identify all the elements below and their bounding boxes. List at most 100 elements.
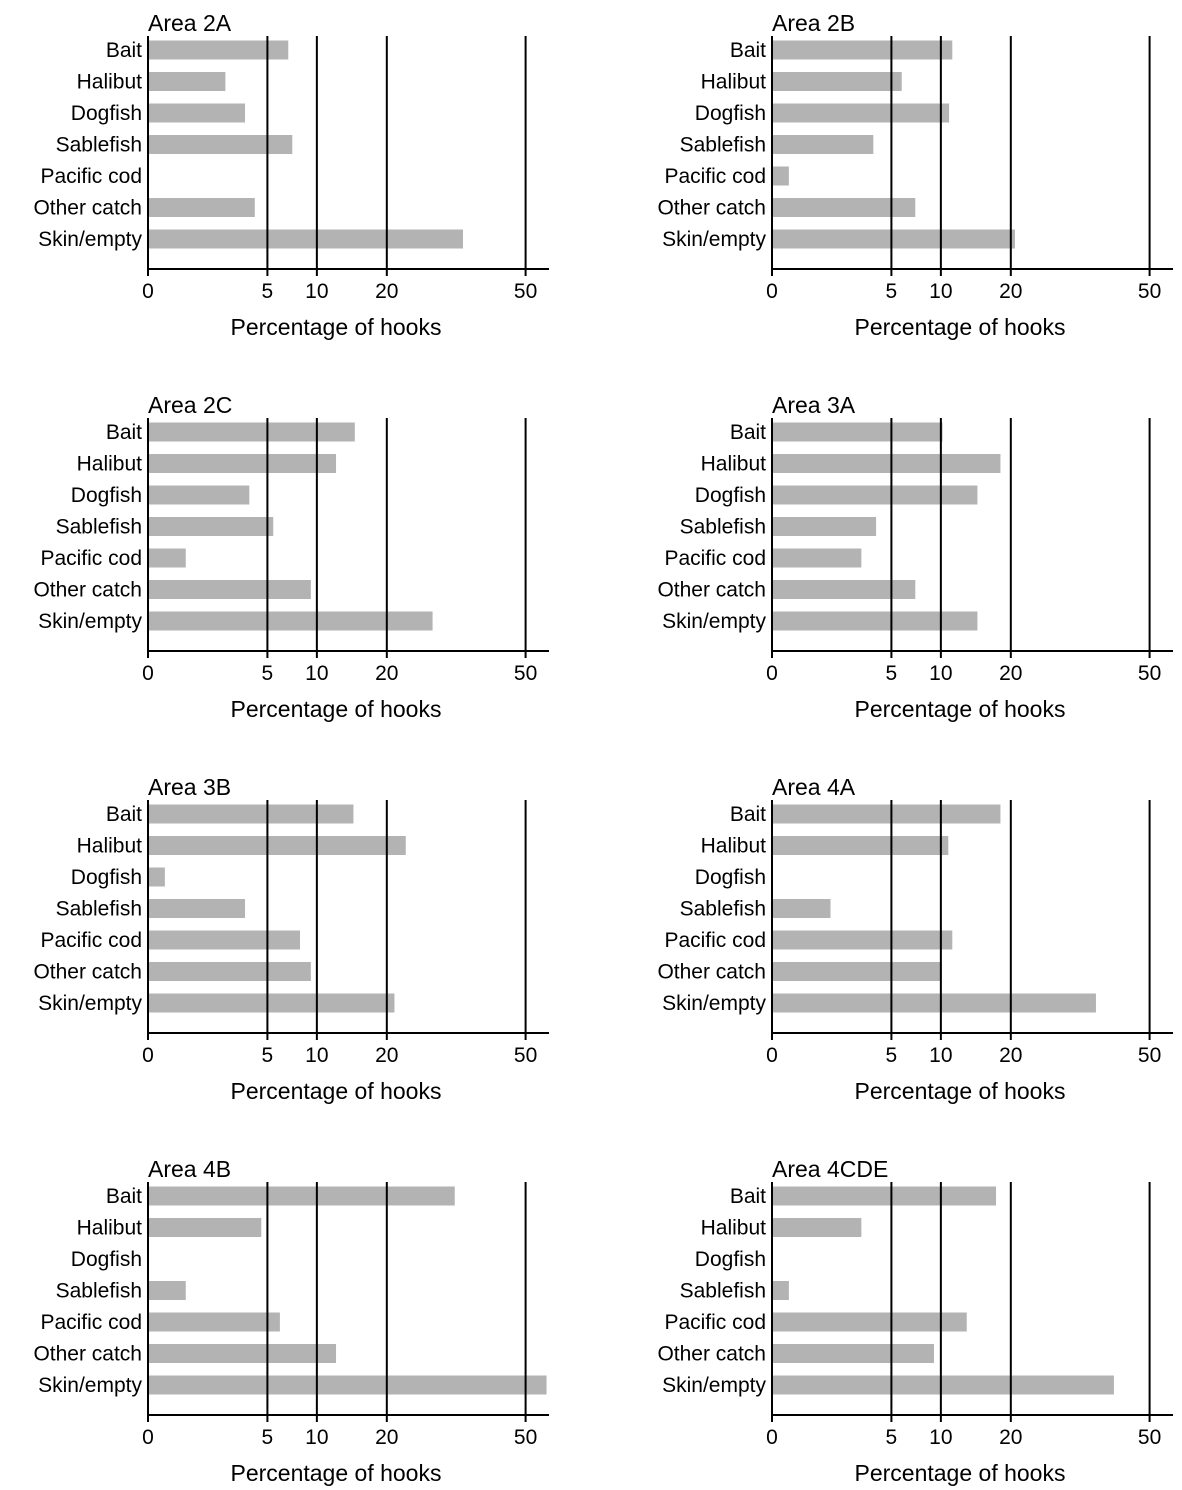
category-label: Pacific cod: [664, 547, 766, 570]
bar-other-catch: [772, 1344, 934, 1363]
x-tick-label: 50: [514, 1426, 537, 1449]
x-tick-label: 50: [1138, 662, 1161, 685]
panel-title: Area 2B: [772, 10, 855, 36]
bar-bait: [772, 804, 1001, 824]
x-tick-label: 10: [929, 1044, 952, 1067]
category-label: Dogfish: [695, 102, 766, 125]
bar-bait: [148, 422, 355, 442]
category-label: Bait: [730, 1185, 766, 1208]
bar-dogfish: [148, 103, 246, 123]
panel-title: Area 4A: [772, 774, 856, 800]
category-label: Sablefish: [56, 516, 142, 539]
category-label: Sablefish: [680, 134, 766, 157]
category-label: Pacific cod: [664, 929, 766, 952]
panel-area-2c: Area 2C Bait Halibut Dogfish Sablefish Pacifi…: [33, 392, 549, 722]
panel-area-2b: Area 2B Bait Halibut Dogfish Sablefish Pacifi…: [657, 10, 1173, 340]
panel-title: Area 4CDE: [772, 1156, 888, 1182]
bar-dogfish: [148, 485, 250, 505]
category-label: Halibut: [701, 453, 767, 476]
bar-other-catch: [772, 580, 916, 599]
category-label: Bait: [730, 39, 766, 62]
x-tick-label: 5: [262, 280, 274, 303]
bar-skin-empty: [772, 611, 978, 631]
x-tick-label: 20: [375, 1426, 398, 1449]
bar-sablefish: [772, 1281, 789, 1300]
category-label: Dogfish: [71, 866, 142, 889]
x-tick-label: 5: [886, 662, 898, 685]
x-axis-label: Percentage of hooks: [231, 314, 442, 340]
bar-halibut: [772, 72, 902, 91]
bar-skin-empty: [148, 1375, 547, 1395]
panel-title: Area 3A: [772, 392, 856, 418]
bar-other-catch: [148, 198, 255, 217]
category-label: Other catch: [33, 1343, 142, 1366]
category-label: Sablefish: [56, 898, 142, 921]
category-label: Halibut: [77, 835, 143, 858]
category-label: Dogfish: [71, 484, 142, 507]
x-axis-label: Percentage of hooks: [855, 1460, 1066, 1486]
category-label: Halibut: [701, 835, 767, 858]
x-tick-label: 0: [766, 662, 778, 685]
x-tick-label: 0: [142, 1426, 154, 1449]
panel-area-4b: Area 4B Bait Halibut Dogfish Sablefish Pacifi…: [33, 1156, 549, 1486]
bar-sablefish: [772, 899, 831, 918]
category-label: Skin/empty: [38, 610, 142, 633]
category-label: Pacific cod: [664, 1311, 766, 1334]
bar-pacific-cod: [772, 166, 789, 186]
x-tick-label: 5: [886, 1426, 898, 1449]
x-tick-label: 5: [262, 662, 274, 685]
bar-sablefish: [148, 517, 274, 536]
bar-skin-empty: [772, 1375, 1114, 1395]
x-tick-label: 50: [514, 280, 537, 303]
panel-title: Area 2C: [148, 392, 232, 418]
category-label: Pacific cod: [40, 1311, 142, 1334]
category-label: Halibut: [77, 453, 143, 476]
category-label: Other catch: [33, 961, 142, 984]
panel-title: Area 2A: [148, 10, 232, 36]
category-label: Other catch: [33, 579, 142, 602]
category-label: Skin/empty: [662, 992, 766, 1015]
x-tick-label: 10: [305, 1044, 328, 1067]
x-tick-label: 20: [999, 662, 1022, 685]
category-label: Skin/empty: [38, 992, 142, 1015]
x-axis-label: Percentage of hooks: [855, 314, 1066, 340]
category-label: Halibut: [77, 71, 143, 94]
category-label: Halibut: [701, 71, 767, 94]
x-tick-label: 0: [142, 662, 154, 685]
category-label: Dogfish: [695, 1248, 766, 1271]
bar-other-catch: [148, 1344, 337, 1363]
x-tick-label: 20: [999, 1426, 1022, 1449]
bar-skin-empty: [148, 993, 395, 1013]
category-label: Bait: [730, 803, 766, 826]
bar-bait: [148, 804, 354, 824]
x-tick-label: 0: [142, 280, 154, 303]
x-tick-label: 20: [375, 1044, 398, 1067]
category-label: Bait: [106, 803, 142, 826]
panel-area-2a: Area 2A Bait Halibut Dogfish Sablefish Pacifi…: [33, 10, 549, 340]
bar-pacific-cod: [148, 930, 300, 950]
bar-other-catch: [148, 962, 311, 981]
x-tick-label: 0: [766, 1426, 778, 1449]
category-label: Halibut: [701, 1217, 767, 1240]
bar-other-catch: [772, 198, 916, 217]
bar-sablefish: [772, 517, 877, 536]
x-tick-label: 50: [1138, 1044, 1161, 1067]
category-label: Pacific cod: [40, 547, 142, 570]
x-tick-label: 20: [375, 662, 398, 685]
category-label: Sablefish: [680, 516, 766, 539]
x-tick-label: 50: [1138, 1426, 1161, 1449]
x-axis-label: Percentage of hooks: [855, 696, 1066, 722]
bar-halibut: [148, 1218, 262, 1237]
bar-skin-empty: [772, 229, 1015, 249]
category-label: Other catch: [657, 197, 766, 220]
category-label: Dogfish: [695, 866, 766, 889]
panel-area-3b: Area 3B Bait Halibut Dogfish Sablefish Pacifi…: [33, 774, 549, 1104]
category-label: Pacific cod: [40, 929, 142, 952]
bar-bait: [772, 422, 943, 442]
x-tick-label: 5: [886, 280, 898, 303]
bar-pacific-cod: [772, 930, 953, 950]
bar-pacific-cod: [148, 1312, 280, 1332]
category-label: Other catch: [657, 1343, 766, 1366]
panel-area-4a: Area 4A Bait Halibut Dogfish Sablefish Pacifi…: [657, 774, 1173, 1104]
